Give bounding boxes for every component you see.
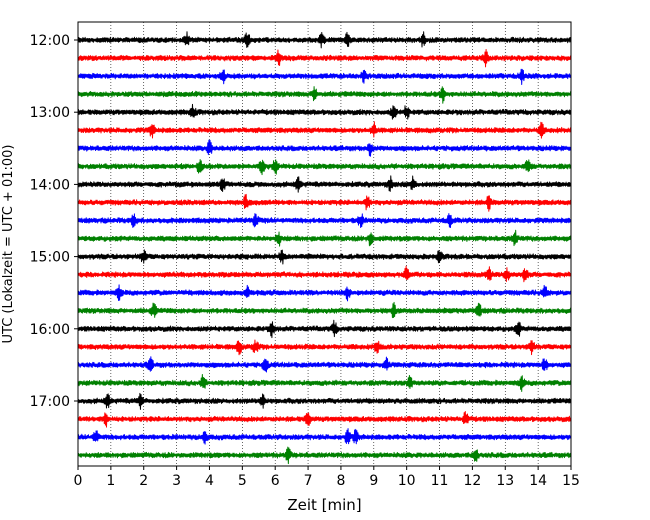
trace-1615 [77, 339, 572, 356]
grid-lines [110, 22, 539, 466]
x-tick-label: 3 [172, 473, 181, 489]
y-tick-label: 17:00 [30, 394, 70, 410]
x-tick-label: 7 [304, 473, 313, 489]
trace-1745 [77, 446, 572, 465]
trace-1730 [77, 428, 572, 445]
trace-1300 [77, 103, 572, 120]
y-tick-label: 15:00 [30, 250, 70, 266]
x-tick-label: 11 [431, 473, 449, 489]
trace-1415 [77, 193, 572, 212]
trace-1630 [77, 356, 572, 373]
trace-1430 [77, 213, 572, 228]
x-tick-label: 8 [336, 473, 345, 489]
trace-1345 [77, 159, 572, 176]
x-tick-label: 10 [398, 473, 416, 489]
trace-1200 [77, 31, 572, 49]
trace-layer [77, 31, 572, 465]
plot-frame [77, 21, 572, 467]
tick-layer: 0 1 2 3 4 5 6 7 8 9 10 11 12 13 14 1512:0013:0014:0015:… [30, 33, 580, 489]
x-tick-label: 15 [562, 473, 580, 489]
y-tick-label: 13:00 [30, 105, 70, 121]
trace-1315 [77, 121, 572, 139]
x-axis-label: Zeit [min] [287, 496, 361, 514]
x-tick-label: 4 [205, 473, 214, 489]
x-tick-label: 1 [106, 473, 115, 489]
trace-1230 [77, 68, 572, 85]
trace-1445 [77, 229, 572, 247]
trace-1515 [77, 265, 572, 283]
trace-1530 [77, 284, 572, 302]
x-tick-label: 5 [238, 473, 247, 489]
trace-1700 [77, 392, 572, 410]
y-axis-label: UTC (Lokalzeit = UTC + 01:00) [1, 145, 16, 344]
y-tick-label: 16:00 [30, 322, 70, 338]
trace-1715 [77, 411, 572, 428]
x-tick-label: 12 [463, 473, 481, 489]
x-tick-label: 14 [529, 473, 547, 489]
trace-1645 [77, 374, 572, 392]
y-tick-label: 12:00 [30, 33, 70, 49]
x-tick-label: 2 [139, 473, 148, 489]
trace-1500 [77, 249, 572, 265]
trace-1400 [77, 175, 572, 193]
y-tick-label: 14:00 [30, 177, 70, 193]
trace-1330 [77, 139, 572, 157]
trace-1600 [77, 319, 572, 339]
trace-1215 [77, 48, 572, 68]
x-tick-label: 0 [74, 473, 83, 489]
trace-1545 [77, 301, 572, 319]
trace-1245 [77, 86, 572, 104]
x-tick-label: 13 [496, 473, 514, 489]
x-tick-label: 6 [271, 473, 280, 489]
x-tick-label: 9 [369, 473, 378, 489]
